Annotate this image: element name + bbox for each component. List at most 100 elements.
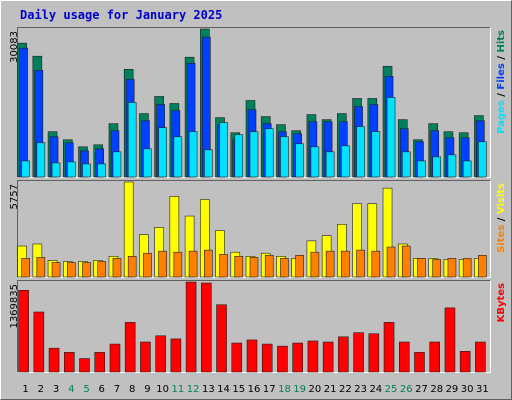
bar bbox=[295, 255, 304, 278]
legend-entry: Pages bbox=[496, 100, 507, 134]
bar bbox=[356, 249, 365, 278]
legend-separator: / bbox=[496, 90, 507, 101]
legend-separator: / bbox=[496, 214, 507, 225]
bar bbox=[219, 122, 228, 178]
bar bbox=[264, 128, 274, 178]
bar bbox=[112, 151, 122, 178]
bar bbox=[341, 250, 350, 278]
bar bbox=[36, 142, 46, 178]
bar bbox=[444, 307, 456, 373]
bar bbox=[201, 282, 212, 373]
bar bbox=[21, 258, 30, 278]
bar bbox=[325, 151, 335, 178]
bar bbox=[48, 347, 60, 373]
bar bbox=[462, 258, 472, 278]
x-tick-label: 17 bbox=[263, 384, 276, 395]
bar bbox=[51, 162, 61, 178]
y-tick-label: 30083 bbox=[9, 31, 20, 63]
bar bbox=[155, 335, 166, 373]
bar bbox=[143, 148, 152, 178]
y-tick-label: 1369835 bbox=[9, 284, 20, 329]
bar bbox=[63, 352, 75, 373]
bar bbox=[264, 255, 274, 278]
bar bbox=[249, 257, 259, 278]
x-tick-label: 14 bbox=[217, 384, 230, 395]
chart-title: Daily usage for January 2025 bbox=[20, 8, 222, 22]
x-tick-label: 18 bbox=[278, 384, 291, 395]
x-tick-label: 19 bbox=[293, 384, 306, 395]
bar bbox=[414, 352, 425, 373]
bar bbox=[79, 358, 90, 373]
bar bbox=[231, 342, 243, 373]
bar bbox=[204, 249, 213, 278]
bar bbox=[356, 126, 365, 178]
bar bbox=[158, 127, 167, 178]
bar bbox=[261, 343, 273, 373]
bar bbox=[459, 351, 471, 373]
bar bbox=[277, 345, 288, 373]
bar bbox=[204, 149, 213, 178]
bar bbox=[216, 304, 227, 373]
x-tick-label: 11 bbox=[172, 384, 185, 395]
x-tick-label: 30 bbox=[461, 384, 474, 395]
bar bbox=[432, 259, 442, 278]
x-tick-label: 24 bbox=[369, 384, 382, 395]
legend-entry: Visits bbox=[496, 183, 507, 214]
bar bbox=[97, 163, 107, 178]
bar bbox=[417, 160, 426, 178]
x-tick-label: 6 bbox=[99, 384, 105, 395]
bar bbox=[295, 143, 304, 178]
bar bbox=[173, 136, 183, 178]
bar bbox=[124, 322, 136, 373]
bar bbox=[140, 341, 151, 373]
bar bbox=[310, 251, 320, 278]
bar bbox=[386, 97, 396, 178]
bar bbox=[66, 161, 76, 178]
bar bbox=[322, 341, 334, 373]
bar bbox=[338, 336, 349, 373]
bar bbox=[188, 250, 198, 278]
panel-edge-light bbox=[17, 280, 491, 373]
x-tick-label: 29 bbox=[446, 384, 459, 395]
bar bbox=[249, 131, 259, 178]
y-tick-label: 5757 bbox=[9, 184, 20, 209]
panel-edge-dark bbox=[17, 280, 491, 373]
x-tick-label: 15 bbox=[232, 384, 245, 395]
bar bbox=[158, 250, 167, 278]
bar bbox=[112, 258, 122, 278]
x-tick-label: 28 bbox=[430, 384, 443, 395]
bar bbox=[386, 246, 396, 278]
x-tick-label: 4 bbox=[68, 384, 74, 395]
bar bbox=[109, 343, 121, 373]
bar bbox=[234, 134, 244, 178]
bar bbox=[398, 341, 410, 373]
bar bbox=[127, 102, 137, 178]
bar bbox=[447, 258, 457, 278]
bar bbox=[170, 338, 182, 373]
x-tick-label: 8 bbox=[129, 384, 135, 395]
bar bbox=[462, 160, 472, 178]
bar bbox=[417, 258, 426, 278]
x-tick-label: 3 bbox=[53, 384, 59, 395]
legend-entry: Files bbox=[496, 63, 507, 89]
bar bbox=[82, 262, 91, 278]
legend-entry: KBytes bbox=[496, 283, 507, 322]
x-tick-label: 22 bbox=[339, 384, 352, 395]
bar bbox=[185, 281, 197, 373]
x-tick-label: 10 bbox=[156, 384, 169, 395]
bar bbox=[82, 163, 91, 178]
x-tick-label: 21 bbox=[324, 384, 337, 395]
bar bbox=[478, 255, 487, 278]
bar bbox=[341, 145, 350, 178]
bar bbox=[447, 154, 457, 178]
bar bbox=[21, 160, 30, 178]
x-tick-label: 26 bbox=[400, 384, 413, 395]
bar bbox=[478, 141, 487, 178]
legend: Sites / Visits bbox=[496, 183, 507, 253]
bar bbox=[401, 245, 411, 278]
bar bbox=[383, 322, 395, 373]
x-tick-label: 27 bbox=[415, 384, 428, 395]
bar bbox=[368, 333, 380, 373]
bar bbox=[18, 289, 29, 373]
